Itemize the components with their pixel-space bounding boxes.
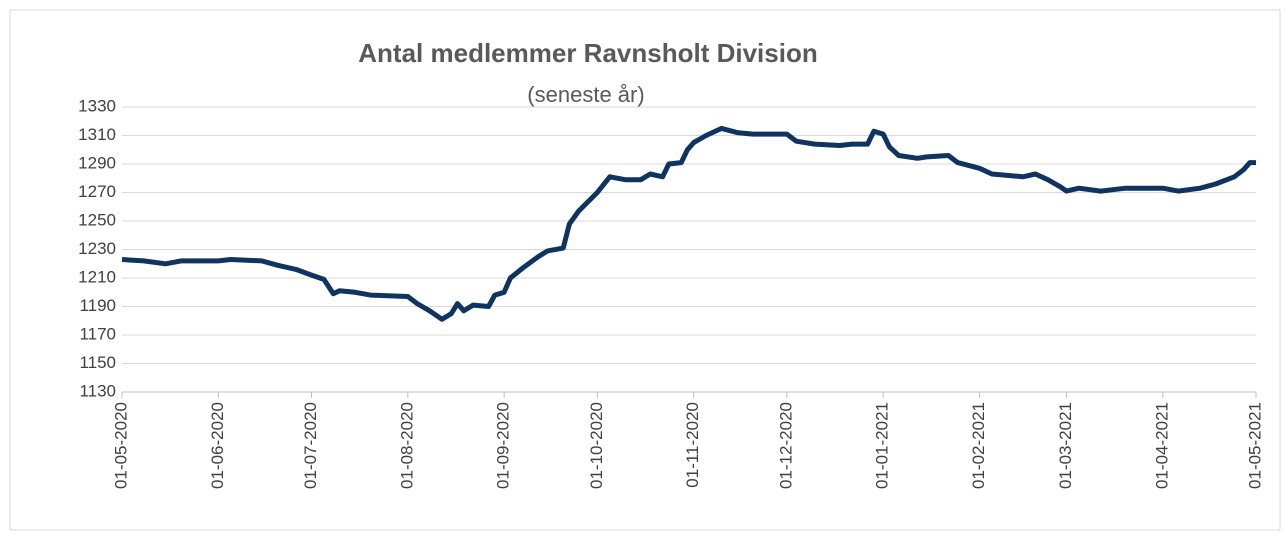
- x-tick-label: 01-01-2021: [873, 402, 892, 489]
- x-tick-label: 01-05-2021: [1245, 402, 1264, 489]
- y-tick-label: 1190: [79, 296, 116, 315]
- y-tick-label: 1310: [78, 125, 116, 144]
- x-tick-label: 01-09-2020: [494, 402, 513, 489]
- y-tick-label: 1130: [79, 381, 116, 400]
- x-tick-label: 01-05-2020: [111, 402, 130, 489]
- chart-frame: [9, 9, 1281, 531]
- y-tick-label: 1210: [78, 267, 116, 286]
- x-tick-label: 01-02-2021: [969, 402, 988, 489]
- x-tick-label: 01-06-2020: [208, 402, 227, 489]
- y-tick-label: 1250: [78, 210, 116, 229]
- chart-subtitle: (seneste år): [527, 82, 644, 107]
- x-tick-label: 01-08-2020: [397, 402, 416, 489]
- y-tick-label: 1170: [79, 324, 116, 343]
- y-tick-label: 1230: [78, 239, 116, 258]
- y-tick-label: 1290: [78, 153, 116, 172]
- data-line: [121, 125, 1256, 322]
- x-tick-label: 01-12-2020: [776, 402, 795, 489]
- x-tick-label: 01-07-2020: [301, 402, 320, 489]
- chart-title: Antal medlemmer Ravnsholt Division: [358, 38, 817, 68]
- x-tick-label: 01-03-2021: [1056, 402, 1075, 489]
- x-tick-label: 01-10-2020: [587, 402, 606, 489]
- y-tick-label: 1330: [78, 96, 116, 115]
- y-tick-label: 1150: [79, 353, 116, 372]
- x-tick-label: 01-11-2020: [683, 402, 702, 488]
- y-tick-label: 1270: [78, 182, 116, 201]
- x-tick-label: 01-04-2021: [1152, 402, 1171, 489]
